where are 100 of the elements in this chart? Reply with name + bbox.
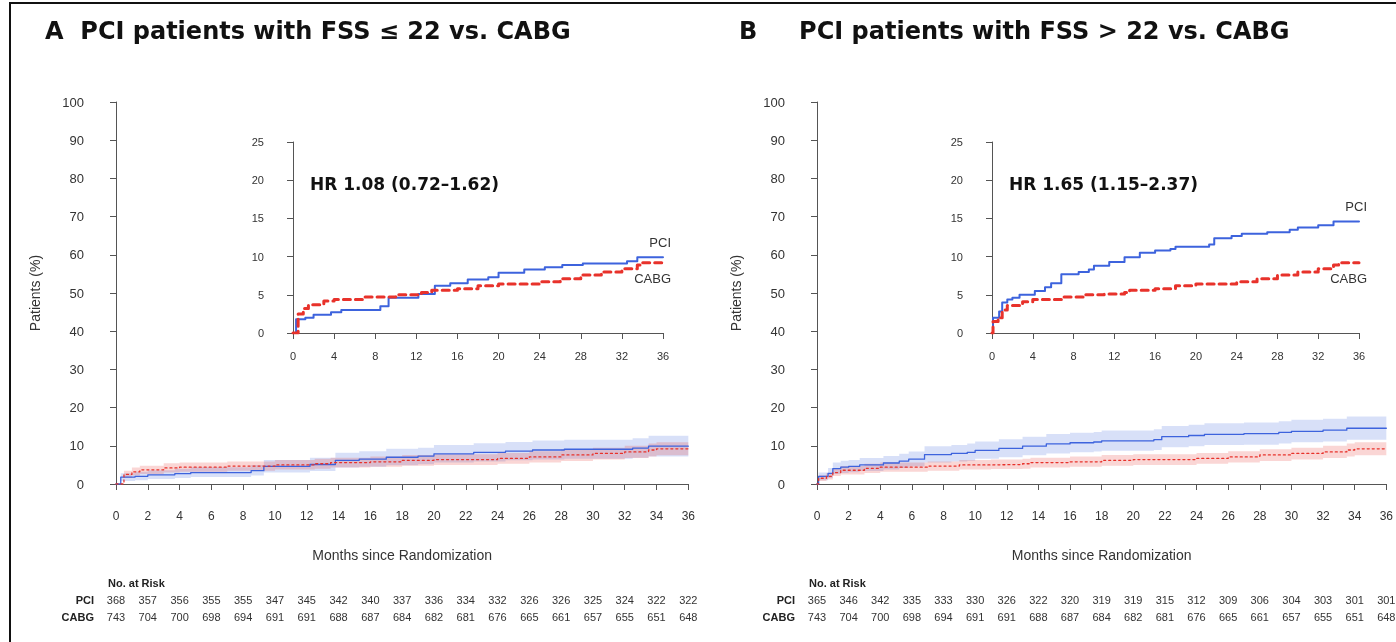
- y-tick-label: 10: [251, 250, 264, 263]
- x-tick-label: 2: [144, 509, 152, 523]
- y-tick-label: 60: [69, 247, 84, 263]
- y-tick-label: 25: [950, 136, 963, 148]
- x-tick-label: 28: [574, 349, 587, 362]
- y-tick-label: 0: [956, 327, 963, 339]
- x-tick-label: 22: [459, 509, 473, 523]
- chart-title: A PCI patients with FSS ≤ 22 vs. CABG: [45, 17, 571, 45]
- x-axis-title: Months since Randomization: [1011, 547, 1192, 563]
- y-tick-label: 10: [69, 438, 84, 454]
- series-label: PCI: [649, 234, 671, 250]
- x-tick-label: 6: [208, 509, 216, 523]
- text: CABG 743 704 700 698 694 691 691 688 687 684 682 681 676 665 661 657 655 651 648: [61, 611, 698, 623]
- y-axis-title: Patients (%): [728, 254, 744, 332]
- x-tick-label: 4: [876, 509, 884, 523]
- series-label: CABG: [1330, 271, 1367, 287]
- y-tick-label: 80: [69, 170, 84, 186]
- y-tick-label: 100: [763, 94, 785, 110]
- x-tick-label: 12: [1108, 349, 1121, 362]
- x-axis-title: Months since Randomization: [312, 547, 493, 563]
- y-tick-label: 20: [251, 174, 264, 187]
- x-tick-label: 4: [331, 349, 338, 362]
- text: No. at Risk: [809, 577, 866, 589]
- x-tick-label: 8: [372, 349, 379, 362]
- x-tick-label: 16: [1148, 349, 1162, 362]
- x-tick-label: 10: [268, 509, 282, 523]
- y-tick-label: 0: [76, 476, 84, 492]
- y-tick-label: 0: [777, 476, 785, 492]
- x-tick-label: 36: [656, 349, 670, 362]
- text: CABG 743 704 700 698 694 691 691 688 687 684 682 681 676 665 661 657 655 651 648: [762, 611, 1396, 623]
- text: PCI 365 346 342 335 333 330 326 322 320 319 319 315 312 309 306 304 303 301 301: [776, 594, 1396, 606]
- y-tick-label: 15: [950, 212, 963, 225]
- x-tick-label: 8: [1070, 349, 1077, 362]
- x-tick-label: 2: [845, 509, 853, 523]
- x-tick-label: 4: [176, 509, 184, 523]
- annotation: HR 1.08 (0.72–1.62): [310, 173, 500, 194]
- x-tick-label: 0: [289, 349, 297, 362]
- text: No. at Risk: [108, 577, 165, 589]
- y-tick-label: 10: [950, 250, 963, 263]
- x-tick-label: 4: [1029, 349, 1036, 362]
- y-tick-label: 5: [257, 288, 264, 301]
- x-tick-label: 24: [533, 349, 546, 362]
- x-tick-label: 0: [112, 509, 120, 523]
- x-tick-label: 26: [522, 509, 537, 523]
- series-label: PCI: [1345, 198, 1367, 214]
- x-tick-label: 8: [940, 509, 948, 523]
- x-tick-label: 16: [451, 349, 464, 362]
- y-axis-title: Patients (%): [27, 254, 43, 332]
- x-tick-label: 32: [1312, 349, 1325, 362]
- x-tick-label: 24: [1189, 509, 1204, 523]
- y-tick-label: 25: [251, 136, 264, 148]
- x-tick-label: 20: [1189, 349, 1203, 362]
- x-tick-label: 26: [1221, 509, 1236, 523]
- text: PCI 368 357 356 355 355 347 345 342 340 337 336 334 332 326 326 325 324 322 322: [75, 594, 698, 606]
- x-tick-label: 24: [1230, 349, 1243, 362]
- y-tick-label: 90: [770, 132, 785, 148]
- y-tick-label: 20: [950, 174, 963, 187]
- x-tick-label: 32: [618, 509, 632, 523]
- y-tick-label: 0: [257, 327, 264, 339]
- x-tick-label: 22: [1158, 509, 1172, 523]
- y-tick-label: 60: [770, 247, 785, 263]
- y-tick-label: 80: [770, 170, 785, 186]
- x-tick-label: 14: [1031, 509, 1046, 523]
- x-tick-label: 34: [1348, 509, 1362, 523]
- chart-title: B PCI patients with FSS > 22 vs. CABG: [739, 17, 1290, 45]
- y-tick-label: 15: [251, 212, 264, 225]
- x-tick-label: 18: [395, 509, 410, 523]
- y-tick-label: 40: [69, 323, 84, 339]
- x-tick-label: 14: [331, 509, 346, 523]
- x-tick-label: 12: [1000, 509, 1014, 523]
- x-tick-label: 24: [490, 509, 505, 523]
- x-tick-label: 16: [1063, 509, 1078, 523]
- x-tick-label: 36: [1379, 509, 1394, 523]
- x-tick-label: 0: [813, 509, 821, 523]
- x-tick-label: 10: [968, 509, 983, 523]
- y-tick-label: 100: [62, 94, 84, 110]
- x-tick-label: 0: [988, 349, 996, 362]
- x-tick-label: 18: [1094, 509, 1109, 523]
- x-tick-label: 20: [1126, 509, 1141, 523]
- y-tick-label: 50: [69, 285, 84, 301]
- x-tick-label: 20: [492, 349, 505, 362]
- x-tick-label: 12: [300, 509, 314, 523]
- x-tick-label: 36: [681, 509, 696, 523]
- y-tick-label: 40: [770, 323, 785, 339]
- y-tick-label: 90: [69, 132, 84, 148]
- x-tick-label: 36: [1352, 349, 1366, 362]
- y-tick-label: 20: [69, 400, 84, 416]
- x-tick-label: 34: [649, 509, 664, 523]
- x-tick-label: 12: [410, 349, 423, 362]
- y-tick-label: 30: [69, 361, 84, 377]
- x-tick-label: 8: [239, 509, 247, 523]
- x-tick-label: 30: [586, 509, 600, 523]
- x-tick-label: 28: [1253, 509, 1267, 523]
- y-tick-label: 10: [770, 438, 785, 454]
- x-tick-label: 6: [908, 509, 916, 523]
- x-tick-label: 32: [615, 349, 629, 362]
- x-tick-label: 16: [363, 509, 378, 523]
- x-tick-label: 28: [1271, 349, 1284, 362]
- x-tick-label: 28: [554, 509, 569, 523]
- y-tick-label: 30: [770, 361, 785, 377]
